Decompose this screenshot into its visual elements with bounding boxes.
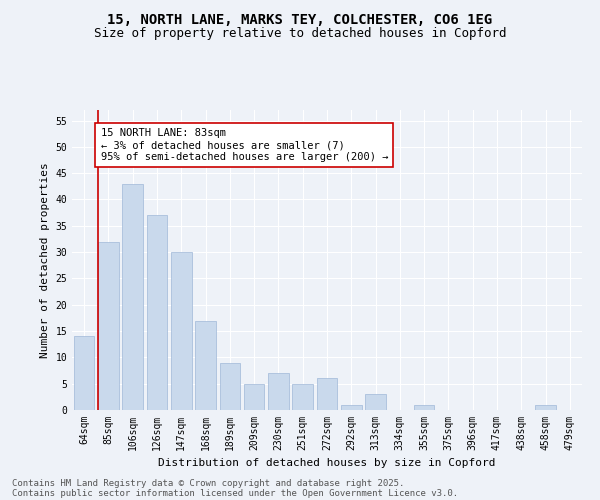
Bar — [122, 184, 143, 410]
Text: Contains public sector information licensed under the Open Government Licence v3: Contains public sector information licen… — [12, 488, 458, 498]
Bar — [74, 336, 94, 410]
Bar — [195, 320, 216, 410]
Bar — [414, 404, 434, 410]
Text: Size of property relative to detached houses in Copford: Size of property relative to detached ho… — [94, 28, 506, 40]
Bar — [268, 373, 289, 410]
Bar — [365, 394, 386, 410]
Bar — [317, 378, 337, 410]
Text: 15, NORTH LANE, MARKS TEY, COLCHESTER, CO6 1EG: 15, NORTH LANE, MARKS TEY, COLCHESTER, C… — [107, 12, 493, 26]
Text: 15 NORTH LANE: 83sqm
← 3% of detached houses are smaller (7)
95% of semi-detache: 15 NORTH LANE: 83sqm ← 3% of detached ho… — [101, 128, 388, 162]
Bar — [146, 216, 167, 410]
Bar — [535, 404, 556, 410]
Text: Contains HM Land Registry data © Crown copyright and database right 2025.: Contains HM Land Registry data © Crown c… — [12, 478, 404, 488]
Bar — [98, 242, 119, 410]
Bar — [171, 252, 191, 410]
Y-axis label: Number of detached properties: Number of detached properties — [40, 162, 50, 358]
Bar — [244, 384, 265, 410]
Bar — [341, 404, 362, 410]
Bar — [292, 384, 313, 410]
Bar — [220, 362, 240, 410]
X-axis label: Distribution of detached houses by size in Copford: Distribution of detached houses by size … — [158, 458, 496, 468]
